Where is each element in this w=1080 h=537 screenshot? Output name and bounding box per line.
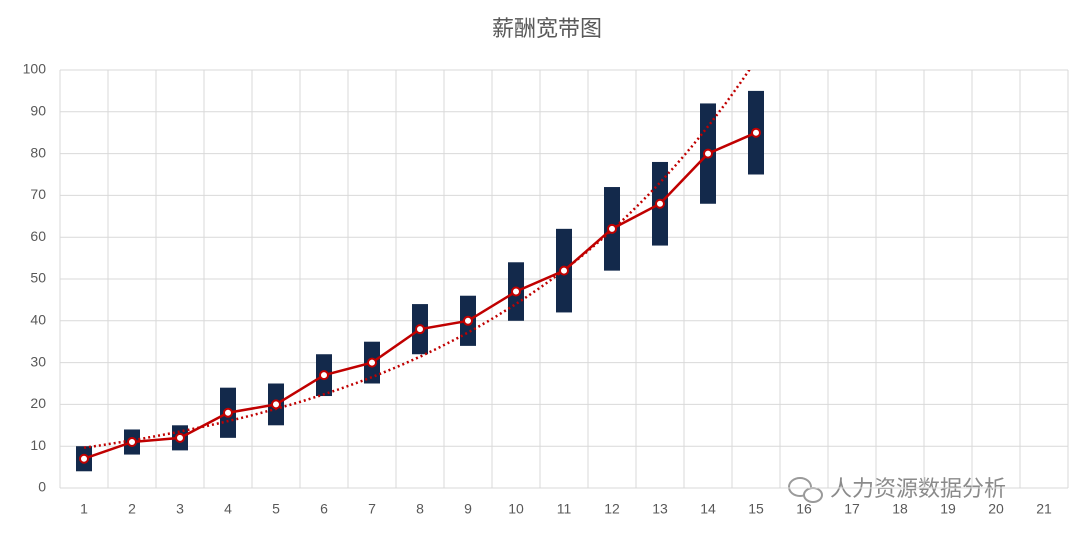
mid-point (511, 286, 521, 297)
y-tick-label: 50 (30, 270, 46, 286)
x-tick-label: 9 (464, 501, 472, 517)
x-tick-label: 12 (604, 501, 620, 517)
chart-title: 薪酬宽带图 (492, 16, 602, 41)
x-tick-label: 14 (700, 501, 716, 517)
mid-point (271, 399, 281, 410)
x-tick-label: 19 (940, 501, 956, 517)
mid-point (79, 453, 89, 464)
y-tick-label: 30 (30, 353, 46, 369)
y-tick-label: 90 (30, 103, 46, 119)
y-tick-label: 60 (30, 228, 46, 244)
mid-point (655, 198, 665, 209)
mid-point (559, 265, 569, 276)
y-tick-label: 80 (30, 144, 46, 160)
x-tick-label: 11 (557, 501, 572, 517)
x-tick-label: 10 (508, 501, 524, 517)
y-tick-label: 40 (30, 312, 46, 328)
x-tick-label: 2 (128, 501, 136, 517)
y-tick-label: 0 (38, 479, 46, 495)
x-tick-label: 7 (368, 501, 376, 517)
x-tick-label: 8 (416, 501, 424, 517)
mid-point (607, 223, 617, 234)
x-tick-label: 5 (272, 501, 280, 517)
x-tick-label: 20 (988, 501, 1004, 517)
mid-point (127, 437, 137, 448)
x-tick-label: 6 (320, 501, 328, 517)
x-tick-label: 4 (224, 501, 232, 517)
x-tick-label: 21 (1036, 501, 1052, 517)
x-tick-label: 15 (748, 501, 764, 517)
watermark-icon (788, 477, 812, 497)
mid-point (751, 127, 761, 138)
mid-point (703, 148, 713, 159)
x-tick-label: 1 (80, 501, 88, 517)
mid-point (223, 407, 233, 418)
x-tick-label: 13 (652, 501, 668, 517)
x-tick-label: 3 (176, 501, 184, 517)
mid-point (463, 315, 473, 326)
y-tick-label: 70 (30, 186, 46, 202)
watermark: 人力资源数据分析 (788, 476, 1006, 503)
y-tick-label: 20 (30, 395, 46, 411)
mid-point (367, 357, 377, 368)
x-tick-label: 16 (796, 501, 812, 517)
mid-point (415, 324, 425, 335)
x-tick-label: 17 (844, 501, 860, 517)
y-tick-label: 10 (30, 437, 46, 453)
y-tick-label: 100 (23, 61, 47, 77)
mid-point (175, 432, 185, 443)
trendline (83, 70, 751, 449)
mid-point (319, 370, 329, 381)
x-tick-label: 18 (892, 501, 908, 517)
